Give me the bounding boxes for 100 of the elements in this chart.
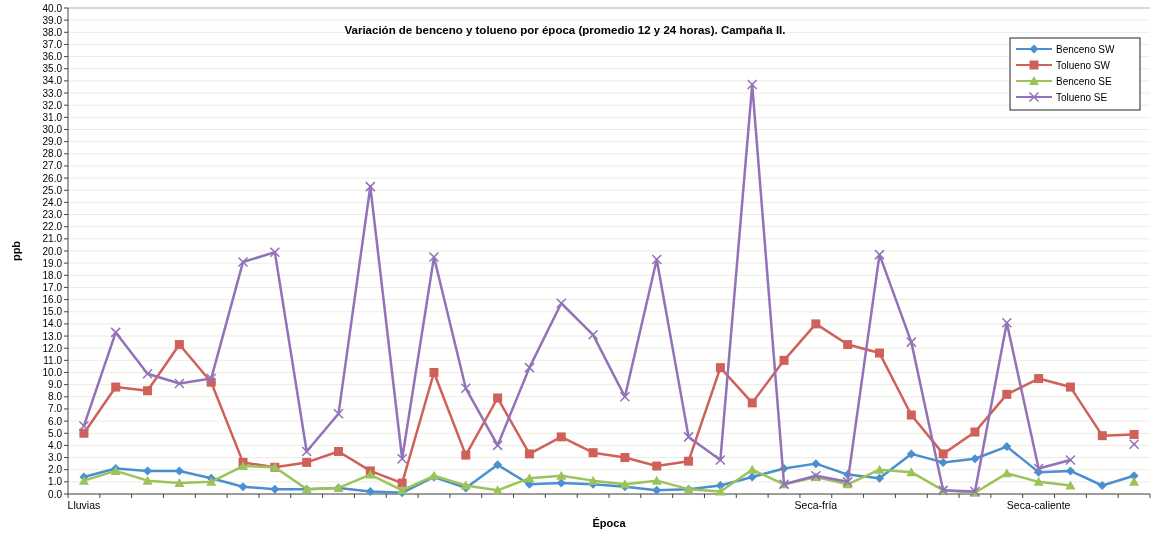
y-tick-label: 30.0 [42, 124, 63, 135]
y-tick-label: 22.0 [42, 221, 63, 233]
y-tick-label: 3.0 [48, 452, 63, 464]
point [938, 449, 948, 459]
y-tick-label: 38.0 [42, 26, 63, 38]
point [1128, 438, 1140, 450]
y-tick-label: 8.0 [48, 391, 63, 403]
point [524, 473, 535, 483]
y-tick-label: 24.0 [42, 196, 63, 208]
point [875, 348, 884, 358]
point [843, 340, 853, 350]
y-axis-title: ppb [10, 240, 22, 262]
point [1001, 468, 1012, 478]
point [588, 448, 598, 458]
point [747, 472, 757, 482]
point [906, 467, 917, 477]
point [874, 464, 885, 474]
point [1002, 389, 1012, 399]
y-tick-label: 36.0 [42, 51, 63, 63]
point [651, 254, 662, 265]
legend-label: Tolueno SE [1056, 91, 1108, 103]
point [587, 329, 599, 341]
y-tick-label: 20.0 [42, 245, 63, 257]
point [302, 457, 312, 467]
y-tick-label: 40.0 [42, 2, 63, 14]
point [715, 486, 726, 496]
point [1097, 481, 1107, 490]
point [906, 449, 916, 459]
y-tick-label: 29.0 [42, 136, 63, 148]
point [1097, 431, 1107, 441]
y-tick-label: 7.0 [48, 403, 63, 415]
point [1001, 317, 1013, 328]
y-tick-label: 25.0 [42, 184, 63, 196]
point [143, 386, 153, 396]
point [493, 393, 503, 403]
y-tick-label: 2.0 [48, 464, 63, 476]
point [79, 428, 89, 438]
point [238, 461, 249, 471]
point [683, 431, 694, 443]
point [524, 449, 534, 459]
y-tick-label: 13.0 [42, 330, 63, 342]
legend-label: Benceno SE [1056, 75, 1112, 87]
point [1129, 476, 1140, 486]
point [620, 453, 630, 463]
point [301, 446, 312, 457]
point [875, 473, 884, 483]
point [205, 373, 217, 384]
point [110, 327, 121, 338]
point [1129, 429, 1139, 439]
y-tick-label: 16.0 [42, 294, 63, 306]
y-tick-label: 6.0 [48, 415, 63, 427]
point [556, 298, 567, 309]
point [938, 457, 948, 467]
y-tick-label: 15.0 [42, 306, 63, 318]
point [365, 181, 376, 192]
y-tick-label: 14.0 [42, 318, 63, 330]
point [142, 475, 153, 485]
point [1033, 476, 1044, 486]
y-tick-label: 12.0 [42, 342, 63, 354]
point [652, 485, 662, 495]
point [715, 454, 726, 466]
point [269, 246, 281, 258]
point [779, 355, 789, 365]
point [1065, 454, 1076, 466]
point [428, 251, 440, 263]
x-axis-title: Época [592, 517, 627, 529]
y-tick-label: 4.0 [48, 439, 63, 451]
point [174, 340, 184, 350]
point [715, 481, 725, 490]
point [238, 482, 248, 492]
point [78, 420, 90, 432]
y-tick-label: 33.0 [42, 87, 63, 99]
y-tick-label: 34.0 [42, 75, 63, 87]
point [460, 383, 472, 394]
legend-label: Tolueno SW [1056, 59, 1111, 71]
point [429, 368, 439, 377]
point [747, 398, 757, 408]
point [874, 249, 885, 260]
point [1034, 374, 1044, 384]
point [906, 336, 917, 348]
x-tick-label: Seca-caliente [1006, 499, 1071, 511]
y-tick-label: 9.0 [48, 379, 63, 391]
point [461, 450, 471, 460]
point [396, 453, 408, 465]
point [746, 79, 758, 90]
y-tick-label: 0.0 [48, 488, 63, 500]
y-tick-label: 21.0 [42, 233, 63, 245]
point [333, 408, 344, 420]
text: Variación de benceno y tolueno por época (promedio 12 y 24 horas). Campaña II. [344, 24, 786, 36]
point [619, 391, 631, 403]
point [811, 319, 821, 329]
y-tick-label: 31.0 [42, 111, 63, 123]
point [237, 256, 249, 268]
y-tick-label: 1.0 [48, 476, 63, 488]
y-tick-label: 32.0 [42, 99, 63, 111]
y-tick-label: 39.0 [42, 14, 63, 26]
point [652, 461, 662, 471]
y-tick-label: 17.0 [42, 281, 63, 293]
point [970, 454, 980, 464]
point [493, 460, 503, 470]
